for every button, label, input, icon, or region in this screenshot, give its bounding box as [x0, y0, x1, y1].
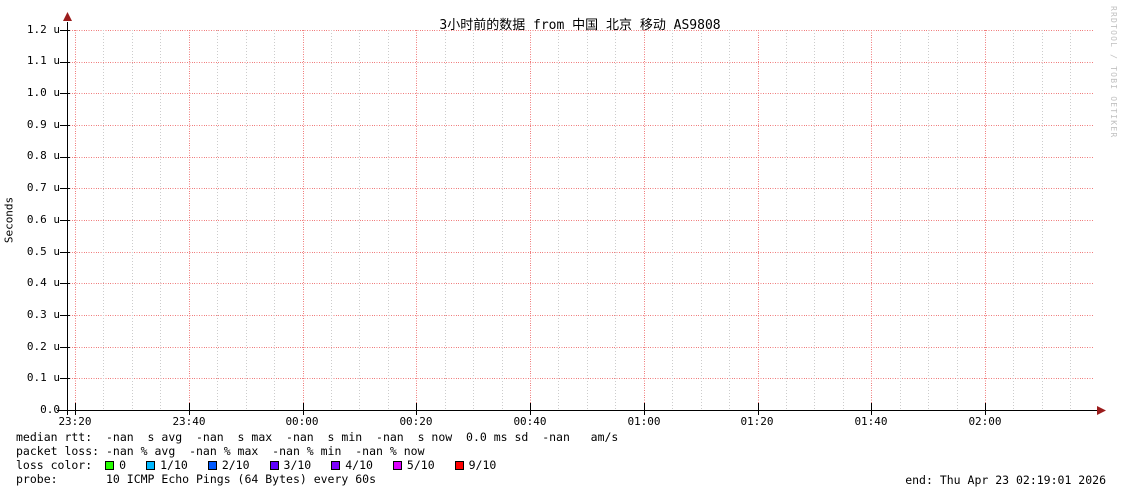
loss-swatch-label: 4/10 [345, 458, 373, 472]
loss-swatch-label: 3/10 [283, 458, 312, 472]
y-tick-label: 0.0 [40, 403, 60, 416]
plot-grid [57, 12, 1106, 415]
loss-swatch-list: 0 1/10 2/10 3/10 4/10 5/10 9/10 [92, 459, 503, 472]
x-tick-label: 23:40 [172, 415, 206, 428]
loss-swatch-4-10 [331, 461, 341, 470]
loss-swatch-9-10 [454, 461, 464, 470]
packet-loss-stats: packet loss: -nan % avg -nan % max -nan … [16, 444, 425, 458]
x-tick-label: 00:40 [513, 415, 547, 428]
loss-swatch-label: 1/10 [160, 458, 188, 472]
loss-color-item: 2/10 [207, 458, 257, 472]
y-tick-label: 0.4 u [26, 276, 60, 289]
loss-swatch-label: 9/10 [468, 458, 497, 472]
end-timestamp: end: Thu Apr 23 02:19:01 2026 [905, 473, 1106, 487]
x-tick-label: 01:40 [854, 415, 888, 428]
loss-swatch-1-10 [146, 461, 156, 470]
loss-color-item: 0 [105, 459, 133, 472]
loss-color-item: 1/10 [146, 459, 195, 472]
y-tick-label: 1.0 u [26, 86, 60, 99]
y-tick-label: 0.9 u [26, 118, 60, 131]
y-tick-label: 0.2 u [26, 340, 60, 353]
loss-swatch-3-10 [269, 461, 279, 470]
y-tick-label: 0.5 u [26, 245, 60, 258]
loss-color-label: loss color: [16, 458, 93, 472]
loss-swatch-label: 5/10 [406, 458, 435, 472]
x-tick-label: 01:00 [627, 415, 661, 428]
y-tick-label: 0.3 u [26, 308, 60, 321]
loss-swatch-label: 0 [119, 458, 127, 472]
loss-swatch-label: 2/10 [221, 458, 250, 472]
loss-color-item: 5/10 [392, 458, 442, 472]
rrdtool-watermark: RRDTOOL / TOBI OETIKER [1109, 6, 1118, 139]
loss-swatch-2-10 [207, 461, 217, 470]
y-tick-label: 0.1 u [26, 371, 60, 384]
loss-swatch-5-10 [392, 461, 402, 470]
y-tick-label: 1.2 u [26, 23, 60, 36]
x-tick-label: 23:20 [58, 415, 92, 428]
x-tick-label: 01:20 [740, 415, 774, 428]
loss-color-item: 3/10 [269, 458, 319, 472]
graph-title: 3小时前的数据 from 中国 北京 移动 AS9808 [439, 18, 721, 33]
loss-color-legend: loss color: 0 1/10 2/10 3/10 4/10 5/10 9/10 [16, 459, 503, 472]
loss-swatch-0 [105, 461, 115, 470]
x-tick-label: 02:00 [968, 415, 1002, 428]
x-tick-label: 00:00 [285, 415, 319, 428]
loss-color-item: 9/10 [454, 458, 504, 472]
loss-color-item: 4/10 [331, 459, 380, 472]
y-tick-label: 1.1 u [26, 54, 60, 67]
y-tick-label: 0.7 u [26, 181, 60, 194]
median-rtt-stats: median rtt: -nan s avg -nan s max -nan s… [16, 430, 619, 444]
y-tick-label: 0.8 u [26, 149, 60, 162]
y-tick-label: 0.6 u [26, 213, 60, 226]
x-tick-label: 00:20 [399, 415, 433, 428]
probe-info: probe: 10 ICMP Echo Pings (64 Bytes) eve… [16, 472, 377, 486]
